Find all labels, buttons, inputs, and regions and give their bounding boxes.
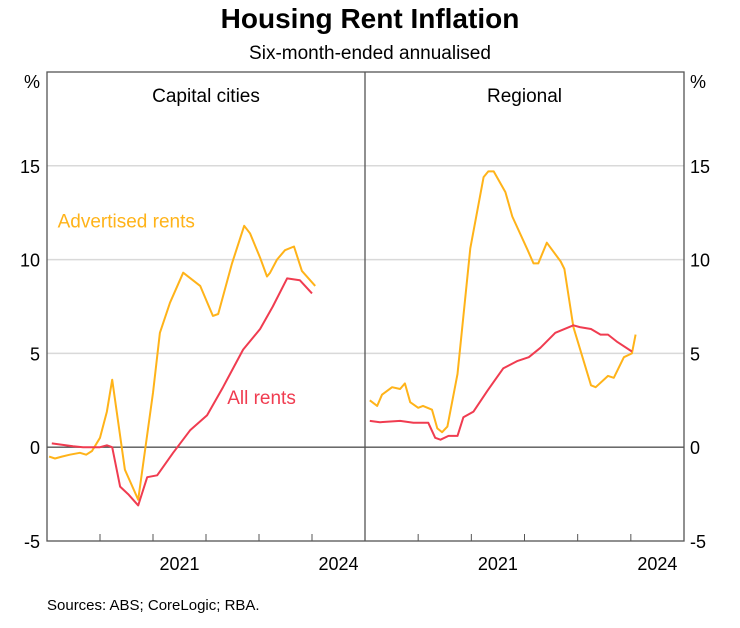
y-tick-label-right: 10 — [690, 251, 710, 271]
x-tick-label: 2021 — [478, 554, 518, 574]
y-tick-label-right: 0 — [690, 438, 700, 458]
annotation-all: All rents — [227, 388, 296, 409]
annotation-advertised: Advertised rents — [58, 212, 195, 233]
y-tick-label-right: 5 — [690, 344, 700, 364]
y-tick-label-left: -5 — [24, 532, 40, 552]
y-tick-label-right: 15 — [690, 157, 710, 177]
y-tick-label-right: -5 — [690, 532, 706, 552]
x-tick-label: 2024 — [318, 554, 358, 574]
panel-title: Regional — [487, 86, 562, 107]
y-unit-right: % — [690, 72, 706, 92]
panel-title: Capital cities — [152, 86, 260, 107]
series-line-advertised — [369, 170, 637, 434]
y-tick-label-left: 0 — [30, 438, 40, 458]
source-note: Sources: ABS; CoreLogic; RBA. — [47, 597, 260, 614]
y-tick-label-left: 15 — [20, 157, 40, 177]
y-tick-label-left: 10 — [20, 251, 40, 271]
x-tick-label: 2024 — [637, 554, 677, 574]
series-line-advertised — [48, 224, 316, 501]
chart-title: Housing Rent Inflation — [221, 3, 520, 34]
y-tick-label-left: 5 — [30, 344, 40, 364]
series-line-all — [369, 324, 633, 441]
x-tick-label: 2021 — [159, 554, 199, 574]
chart-subtitle: Six-month-ended annualised — [249, 43, 491, 64]
series-line-all — [51, 277, 313, 507]
y-unit-left: % — [24, 72, 40, 92]
